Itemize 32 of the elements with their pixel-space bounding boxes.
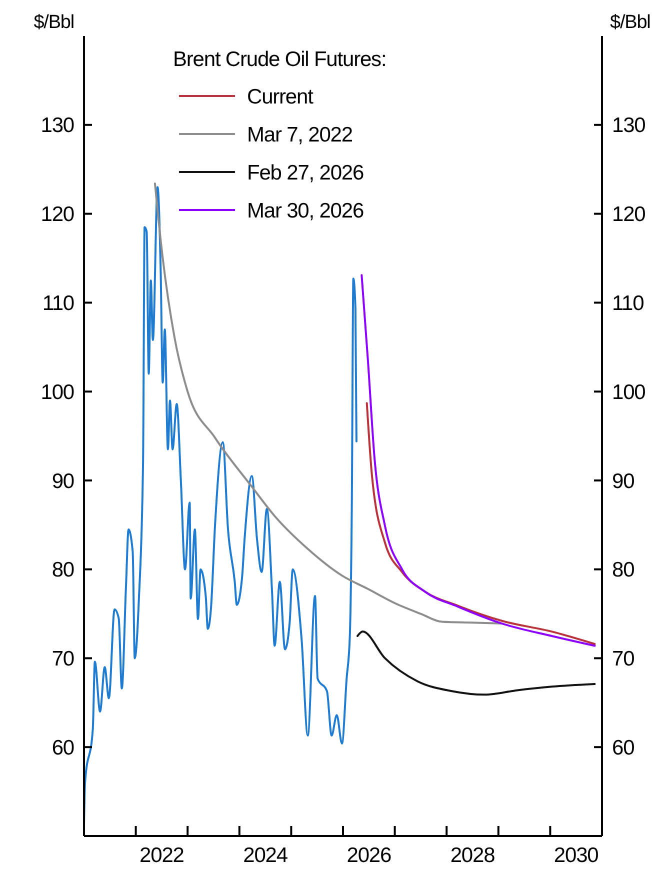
x-tick-label: 2030	[554, 844, 598, 867]
x-tick-label: 2028	[450, 844, 495, 867]
legend-label: Mar 30, 2026	[247, 199, 364, 222]
y2-axis-title: $/Bbl	[610, 12, 650, 33]
x-tick-label: 2022	[140, 844, 184, 867]
legend-label: Mar 7, 2022	[247, 123, 352, 146]
line-series	[356, 630, 596, 696]
legend-label: Current	[247, 85, 314, 108]
y2-tick-label: 70	[612, 648, 634, 671]
y-tick-label: 60	[52, 736, 74, 760]
line-series	[360, 274, 596, 647]
y-axis-title: $/Bbl	[34, 12, 74, 33]
y-tick-label: 90	[52, 470, 74, 493]
y-tick-label: 130	[40, 114, 74, 138]
y2-tick-label: 60	[612, 736, 634, 760]
y2-tick-label: 120	[612, 203, 646, 226]
y2-tick-label: 80	[612, 558, 634, 582]
line-series	[366, 402, 596, 645]
legend-label: Feb 27, 2026	[247, 161, 364, 184]
y-tick-label: 70	[52, 648, 74, 671]
y2-tick-label: 100	[612, 380, 646, 404]
y2-tick-label: 90	[612, 470, 634, 493]
y-tick-label: 100	[40, 380, 74, 404]
y2-tick-label: 130	[612, 114, 646, 138]
legend-title: Brent Crude Oil Futures:	[173, 48, 386, 71]
y-tick-label: 120	[40, 203, 74, 226]
x-tick-label: 2024	[243, 844, 288, 867]
line-series	[154, 182, 504, 625]
x-tick-label: 2026	[346, 844, 392, 867]
y-tick-label: 80	[52, 558, 74, 582]
y-tick-label: 110	[42, 292, 74, 316]
y2-tick-label: 110	[612, 292, 644, 316]
